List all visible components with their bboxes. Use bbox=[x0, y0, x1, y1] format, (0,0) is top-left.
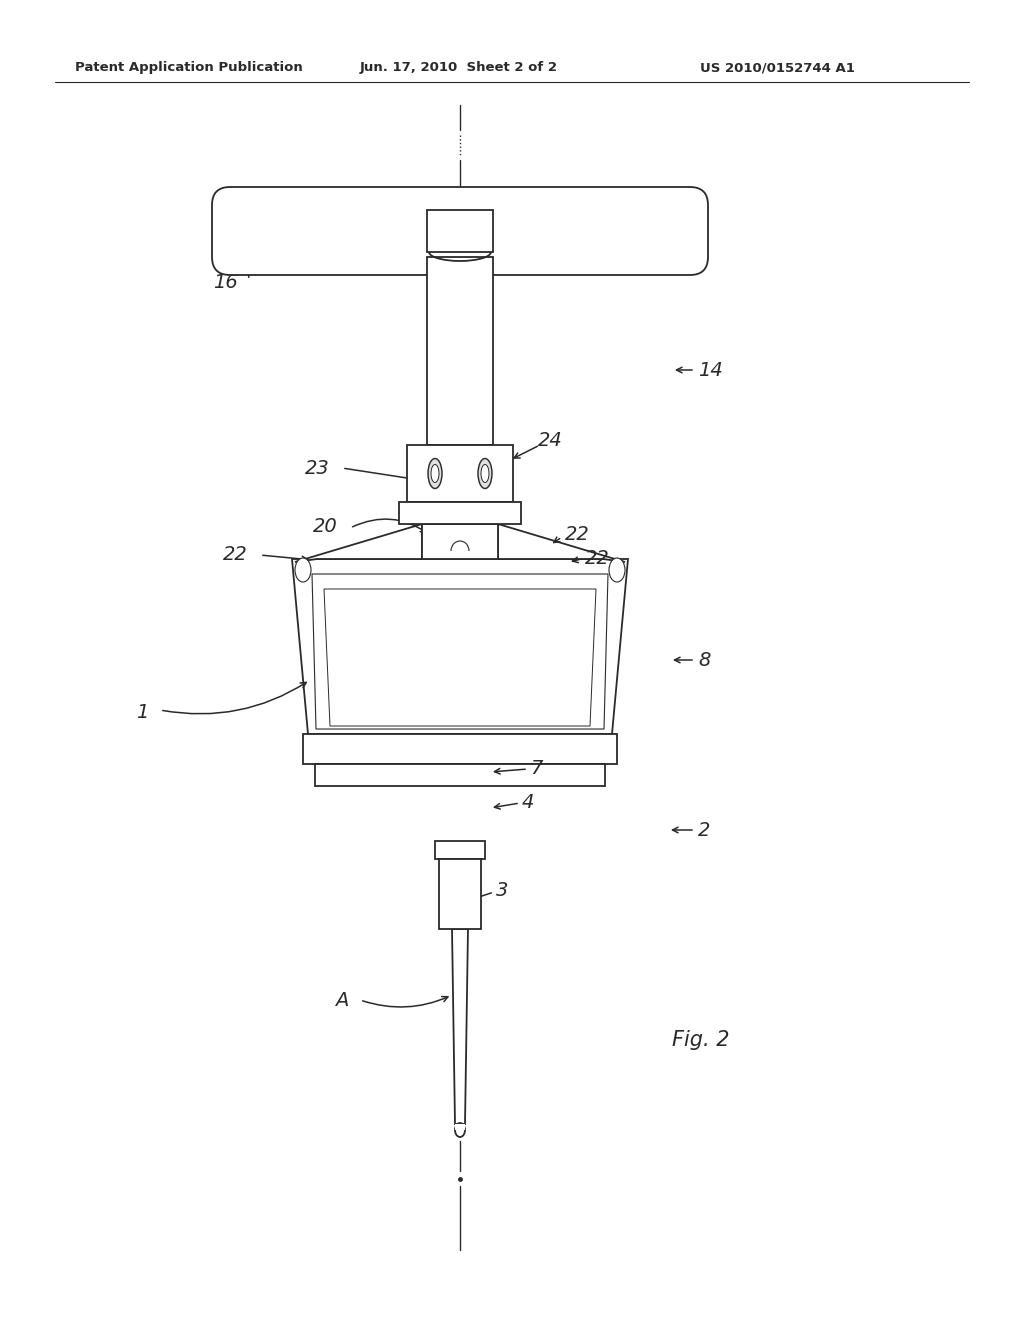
Text: 8: 8 bbox=[698, 651, 711, 669]
Ellipse shape bbox=[428, 458, 442, 488]
FancyBboxPatch shape bbox=[212, 187, 708, 275]
Polygon shape bbox=[312, 574, 608, 729]
Text: 14: 14 bbox=[698, 360, 723, 380]
Bar bbox=[407, 445, 513, 502]
Bar bbox=[439, 859, 481, 929]
Bar bbox=[427, 210, 493, 252]
Ellipse shape bbox=[431, 465, 439, 483]
Text: 2: 2 bbox=[698, 821, 711, 840]
Bar bbox=[427, 257, 493, 445]
Ellipse shape bbox=[481, 465, 489, 483]
Text: 4: 4 bbox=[522, 792, 535, 812]
Polygon shape bbox=[498, 524, 625, 562]
Text: 23: 23 bbox=[305, 458, 330, 478]
Text: 16: 16 bbox=[213, 273, 238, 293]
Text: 3: 3 bbox=[496, 880, 508, 899]
Text: 20: 20 bbox=[313, 517, 338, 536]
Ellipse shape bbox=[295, 558, 311, 582]
Text: Fig. 2: Fig. 2 bbox=[672, 1030, 729, 1049]
Bar bbox=[422, 524, 498, 558]
Text: 7: 7 bbox=[530, 759, 543, 777]
Polygon shape bbox=[292, 558, 628, 734]
Bar bbox=[435, 841, 485, 859]
Text: 22: 22 bbox=[223, 545, 248, 565]
Text: 22: 22 bbox=[585, 549, 609, 568]
Bar bbox=[399, 502, 521, 524]
Bar bbox=[303, 734, 617, 764]
Polygon shape bbox=[452, 929, 468, 1125]
Text: Jun. 17, 2010  Sheet 2 of 2: Jun. 17, 2010 Sheet 2 of 2 bbox=[360, 62, 558, 74]
Ellipse shape bbox=[609, 558, 625, 582]
Text: 24: 24 bbox=[538, 430, 563, 450]
Bar bbox=[455, 1125, 465, 1130]
Polygon shape bbox=[324, 589, 596, 726]
Text: US 2010/0152744 A1: US 2010/0152744 A1 bbox=[700, 62, 855, 74]
Ellipse shape bbox=[478, 458, 492, 488]
Text: Patent Application Publication: Patent Application Publication bbox=[75, 62, 303, 74]
Text: 22: 22 bbox=[565, 525, 590, 544]
Text: 1: 1 bbox=[135, 702, 148, 722]
Bar bbox=[315, 764, 605, 785]
Text: A: A bbox=[335, 990, 348, 1010]
Ellipse shape bbox=[455, 1123, 465, 1137]
Polygon shape bbox=[295, 524, 422, 562]
